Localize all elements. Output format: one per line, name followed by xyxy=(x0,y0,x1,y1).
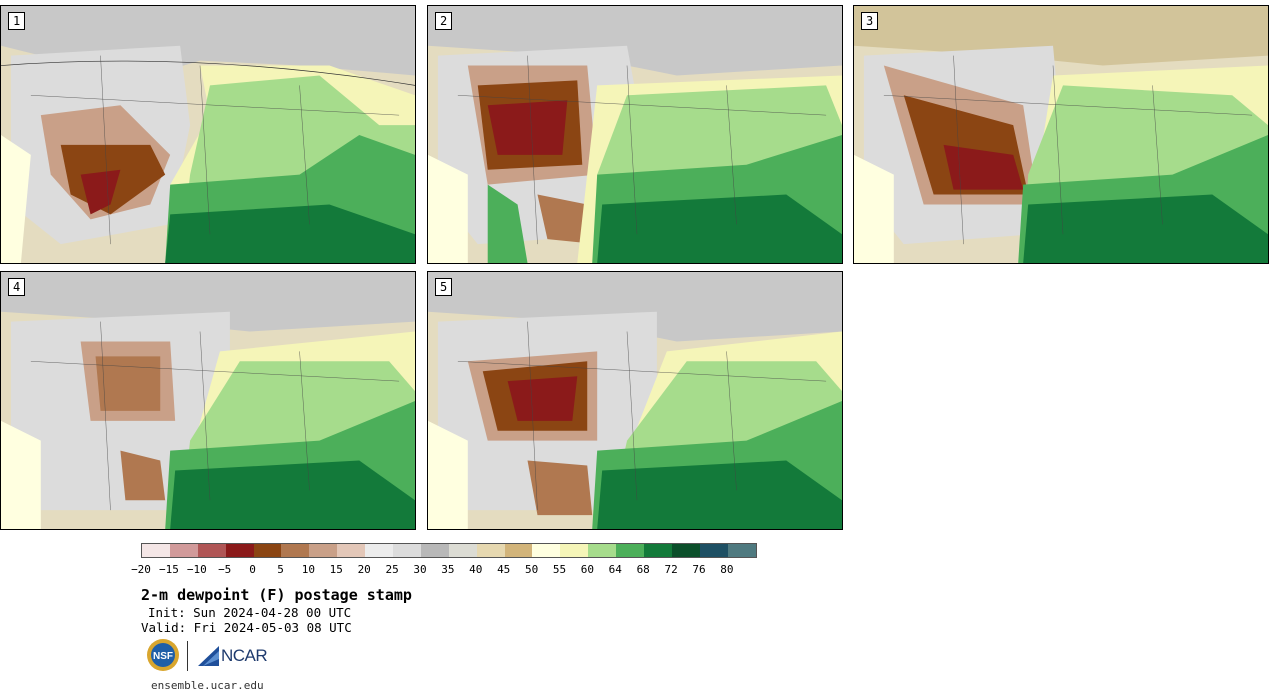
postage-stamp-map-2: 2 xyxy=(427,5,843,264)
svg-text:NSF: NSF xyxy=(153,651,173,662)
colorbar-swatch xyxy=(420,544,449,557)
colorbar-tick-label: 80 xyxy=(720,563,734,576)
postage-stamp-map-4: 4 xyxy=(0,271,416,530)
ncar-logo-icon xyxy=(198,646,219,666)
colorbar-tick-label: 10 xyxy=(301,563,316,576)
colorbar-swatch xyxy=(309,544,338,557)
colorbar-swatch xyxy=(476,544,505,557)
colorbar-swatch xyxy=(532,544,561,557)
colorbar xyxy=(141,543,757,558)
colorbar-tick-label: −10 xyxy=(186,563,207,576)
colorbar-swatch xyxy=(644,544,672,557)
site-url: ensemble.ucar.edu xyxy=(151,679,264,692)
colorbar-tick-label: −20 xyxy=(131,563,151,576)
panel-label: 1 xyxy=(8,12,26,30)
colorbar-tick-label: 5 xyxy=(277,563,284,576)
colorbar-ticks: −20 −15 −10 −5 0 5 10 15 20 25 30 35 40 45 50 55 60 64 68 7… xyxy=(131,563,781,577)
colorbar-swatch xyxy=(142,544,170,557)
colorbar-tick-label: 60 xyxy=(580,563,595,576)
postage-stamp-map-3: 3 xyxy=(853,5,1269,264)
colorbar-swatch xyxy=(393,544,421,557)
colorbar-tick-label: 76 xyxy=(692,563,706,576)
colorbar-tick-label: 45 xyxy=(497,563,511,576)
dewpoint-map-4 xyxy=(1,272,415,529)
init-time: Init: Sun 2024-04-28 00 UTC xyxy=(148,605,352,620)
colorbar-swatch xyxy=(504,544,533,557)
dewpoint-map-3 xyxy=(854,6,1268,263)
colorbar-tick-label: 20 xyxy=(357,563,371,576)
dewpoint-map-1 xyxy=(1,6,415,263)
dewpoint-map-2 xyxy=(428,6,842,263)
colorbar-swatch xyxy=(225,544,254,557)
colorbar-swatch xyxy=(560,544,589,557)
panel-label: 3 xyxy=(861,12,879,30)
colorbar-tick-label: −5 xyxy=(218,563,232,576)
colorbar-tick-label: −15 xyxy=(158,563,179,576)
colorbar-swatch xyxy=(281,544,310,557)
colorbar-tick-label: 25 xyxy=(385,563,399,576)
nsf-logo-icon: NSF xyxy=(147,639,179,671)
colorbar-tick-label: 55 xyxy=(552,563,567,576)
colorbar-tick-label: 30 xyxy=(413,563,427,576)
colorbar-swatch xyxy=(337,544,366,557)
colorbar-tick-label: 50 xyxy=(524,563,539,576)
colorbar-swatch xyxy=(588,544,617,557)
colorbar-swatch xyxy=(671,544,700,557)
postage-stamp-map-5: 5 xyxy=(427,271,843,530)
colorbar-tick-label: 0 xyxy=(249,563,256,576)
colorbar-tick-label: 40 xyxy=(469,563,483,576)
colorbar-tick-label: 64 xyxy=(608,563,622,576)
colorbar-swatch xyxy=(253,544,282,557)
panel-label: 4 xyxy=(8,278,26,296)
colorbar-swatch xyxy=(727,544,756,557)
colorbar-tick-label: 72 xyxy=(664,563,678,576)
ncar-logo-text: NCAR xyxy=(221,646,268,665)
colorbar-tick-label: 68 xyxy=(636,563,650,576)
colorbar-swatch xyxy=(197,544,226,557)
valid-time: Valid: Fri 2024-05-03 08 UTC xyxy=(141,620,352,635)
colorbar-tick-label: 35 xyxy=(441,563,455,576)
dewpoint-map-5 xyxy=(428,272,842,529)
panel-label: 2 xyxy=(435,12,453,30)
postage-stamp-map-1: 1 xyxy=(0,5,416,264)
colorbar-tick-label: 15 xyxy=(329,563,343,576)
colorbar-swatch xyxy=(169,544,198,557)
logo-divider xyxy=(187,641,188,671)
chart-title: 2-m dewpoint (F) postage stamp xyxy=(141,586,412,604)
colorbar-swatch xyxy=(365,544,394,557)
panel-label: 5 xyxy=(435,278,453,296)
colorbar-swatch xyxy=(448,544,477,557)
colorbar-swatch xyxy=(616,544,645,557)
colorbar-swatch xyxy=(699,544,728,557)
